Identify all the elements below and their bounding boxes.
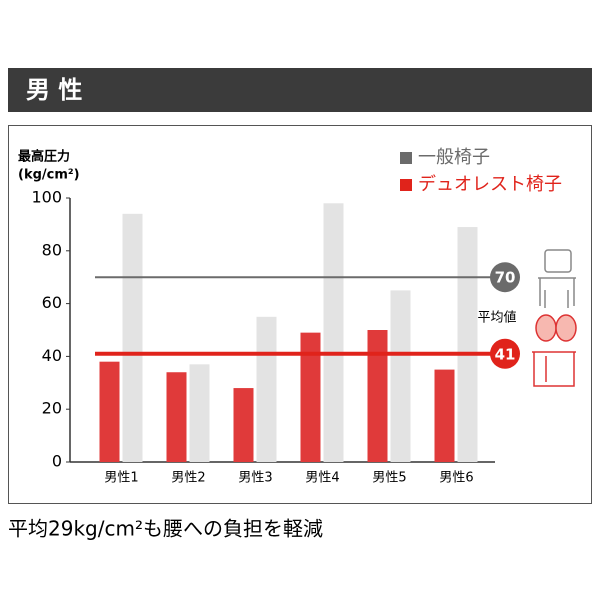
bar: [99, 361, 120, 462]
y-tick-label: 40: [42, 346, 62, 365]
x-tick-label: 男性5: [372, 471, 406, 486]
standard-chair-icon: [538, 249, 576, 308]
x-tick-label: 男性3: [238, 471, 272, 486]
y-axis-unit: (kg/cm²): [18, 168, 80, 183]
bar: [323, 203, 344, 462]
y-tick-label: 80: [42, 240, 62, 259]
legend-label: デュオレスト椅子: [418, 174, 562, 195]
chart-frame: [8, 125, 592, 504]
header-bar: [8, 68, 592, 112]
y-tick-label: 60: [42, 293, 62, 312]
bar: [122, 213, 143, 462]
y-tick-label: 20: [42, 399, 62, 418]
x-tick-label: 男性6: [439, 471, 473, 486]
bar: [434, 369, 455, 462]
average-value: 70: [495, 269, 516, 287]
y-tick-label: 100: [31, 188, 62, 207]
x-tick-label: 男性1: [104, 471, 138, 486]
bar: [457, 227, 478, 462]
x-tick-label: 男性2: [171, 471, 205, 486]
bar: [256, 316, 277, 462]
y-axis-title: 最高圧力: [18, 149, 70, 165]
bar: [233, 388, 254, 462]
average-label: 平均値: [477, 310, 516, 326]
header-title: 男 性: [26, 76, 82, 104]
bar: [367, 330, 388, 462]
y-tick-label: 0: [52, 452, 62, 471]
footer-text: 平均29kg/cm²も腰への負担を軽減: [8, 517, 323, 541]
bar: [166, 372, 187, 462]
average-badge: [490, 338, 520, 369]
duorest-chair-icon: [532, 314, 577, 387]
x-tick-label: 男性4: [305, 471, 339, 486]
legend-swatch: [400, 179, 412, 191]
bar: [300, 332, 321, 462]
legend-swatch: [400, 152, 412, 164]
bar: [189, 364, 210, 462]
average-value: 41: [495, 345, 516, 363]
bar: [390, 290, 411, 462]
legend-label: 一般椅子: [418, 147, 490, 168]
average-badge: [490, 262, 520, 293]
